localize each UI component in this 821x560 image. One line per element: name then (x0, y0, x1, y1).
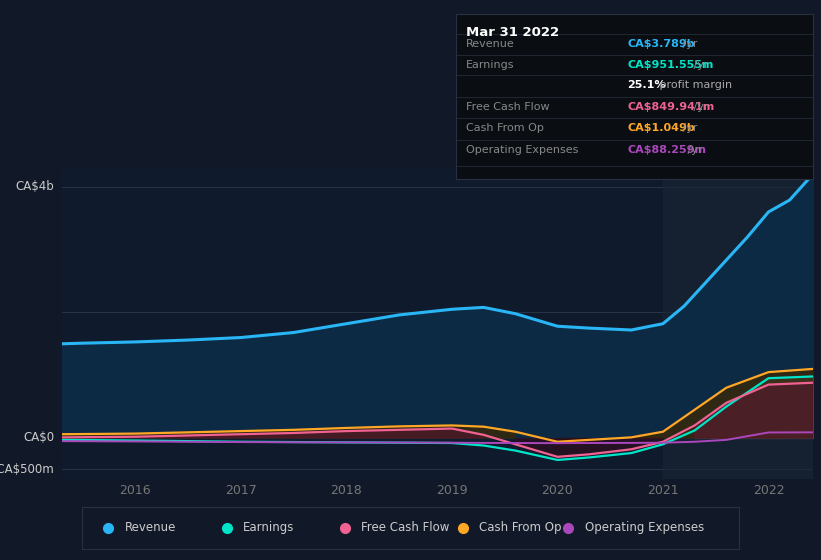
Text: CA$951.555m: CA$951.555m (627, 60, 713, 70)
Text: Cash From Op: Cash From Op (466, 123, 544, 133)
Text: /yr: /yr (690, 60, 709, 70)
Text: Cash From Op: Cash From Op (479, 521, 562, 534)
Text: /yr: /yr (678, 123, 697, 133)
Text: -CA$500m: -CA$500m (0, 463, 54, 476)
Text: /yr: /yr (684, 144, 703, 155)
Text: Mar 31 2022: Mar 31 2022 (466, 26, 559, 39)
Text: Free Cash Flow: Free Cash Flow (361, 521, 450, 534)
Text: /yr: /yr (690, 101, 709, 111)
Text: Operating Expenses: Operating Expenses (466, 144, 579, 155)
Text: Operating Expenses: Operating Expenses (585, 521, 704, 534)
Text: 25.1%: 25.1% (627, 80, 666, 90)
Text: CA$4b: CA$4b (16, 180, 54, 193)
Text: CA$3.789b: CA$3.789b (627, 39, 695, 49)
Text: CA$0: CA$0 (23, 432, 54, 445)
Text: /yr: /yr (678, 39, 697, 49)
Text: CA$1.049b: CA$1.049b (627, 123, 695, 133)
Text: Revenue: Revenue (125, 521, 177, 534)
Text: CA$849.941m: CA$849.941m (627, 101, 714, 111)
Text: Revenue: Revenue (466, 39, 515, 49)
Text: Free Cash Flow: Free Cash Flow (466, 101, 550, 111)
Text: CA$88.259m: CA$88.259m (627, 144, 706, 155)
Text: Earnings: Earnings (243, 521, 295, 534)
Text: profit margin: profit margin (656, 80, 732, 90)
Text: Earnings: Earnings (466, 60, 515, 70)
Bar (663, 168, 813, 479)
